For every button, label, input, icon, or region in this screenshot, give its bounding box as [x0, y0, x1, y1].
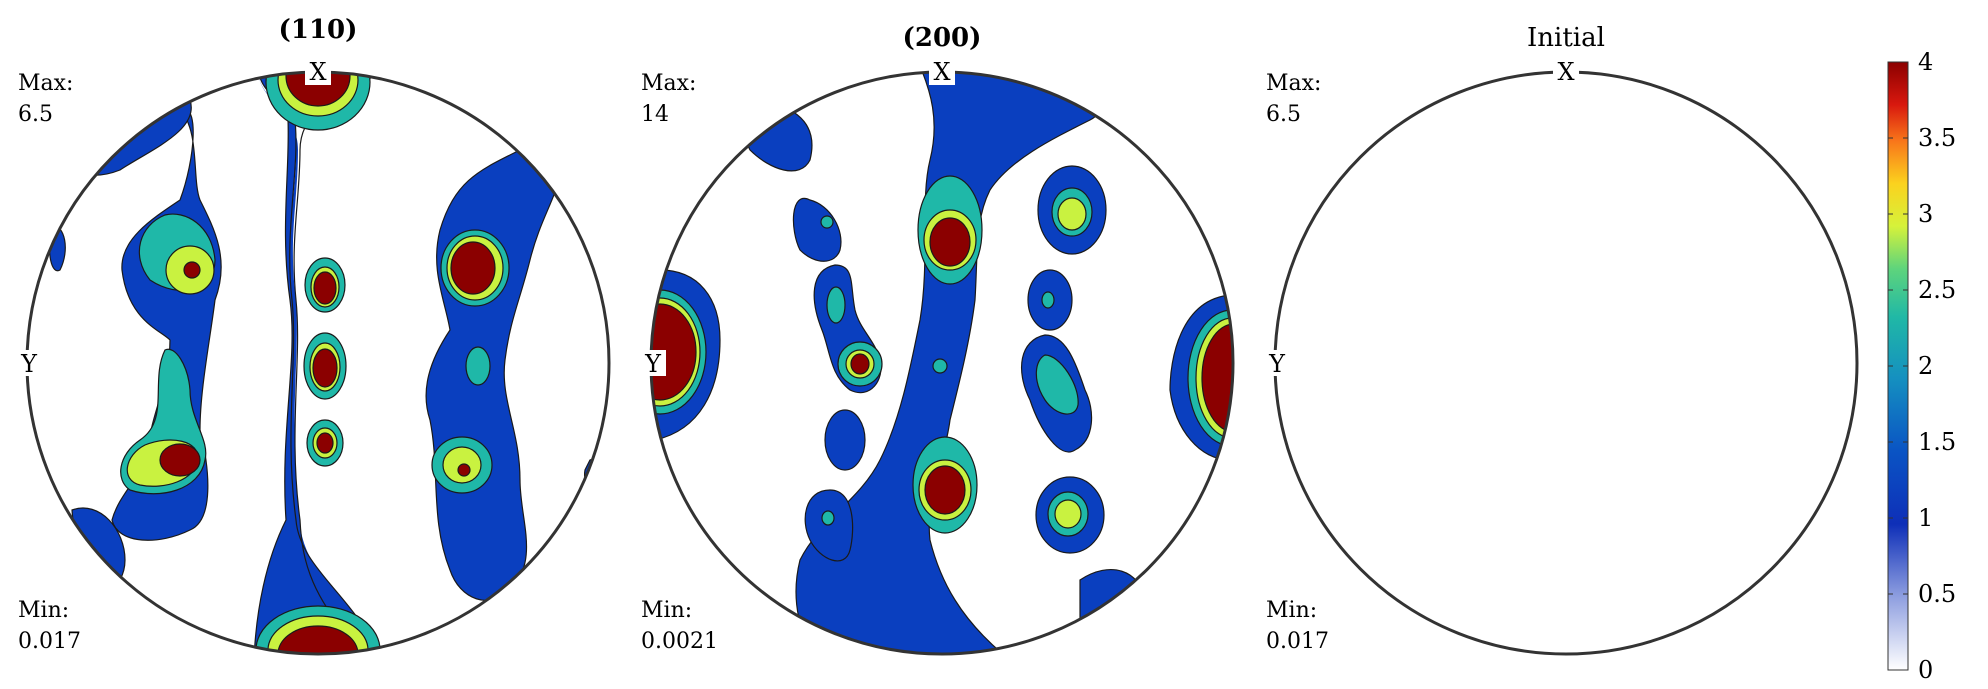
y-axis-label: Y [644, 350, 662, 378]
max-label: Max: [1266, 71, 1321, 96]
max-value: 6.5 [18, 102, 53, 127]
colorbar-tick-label: 2 [1918, 352, 1933, 380]
min-value: 0.017 [1266, 629, 1329, 654]
y-axis-label: Y [1268, 350, 1286, 378]
intensity-contours [651, 72, 1233, 654]
pole-figure-title: (200) [903, 23, 982, 53]
pole-figure-200: (200) Max: 14 Min: 0.0021 [640, 23, 1235, 656]
max-value: 6.5 [1266, 102, 1301, 127]
colorbar-tick-label: 3.5 [1918, 124, 1956, 152]
max-value: 14 [641, 102, 669, 127]
min-label: Min: [641, 598, 692, 623]
colorbar-tick-label: 0 [1918, 656, 1933, 684]
x-axis-label: X [1557, 58, 1574, 86]
pole-figure-initial: Initial Max: 6.5 Min: 0.017 [1264, 23, 1859, 656]
pole-figure-110: (110) Max: 6.5 Min: 0.017 [17, 15, 611, 656]
colorbar-tick-label: 2.5 [1918, 276, 1956, 304]
max-label: Max: [18, 71, 73, 96]
x-axis-label: X [309, 58, 326, 86]
pole-figure-title: Initial [1527, 23, 1605, 53]
min-label: Min: [18, 598, 69, 623]
colorbar: 0 0.5 1 1.5 2 2.5 3 3.5 4 [1887, 48, 1956, 684]
pole-figure-title: (110) [279, 15, 358, 45]
colorbar-tick-label: 4 [1918, 48, 1933, 76]
y-axis-label: Y [20, 350, 38, 378]
max-label: Max: [641, 71, 696, 96]
colorbar-ticks: 0 0.5 1 1.5 2 2.5 3 3.5 4 [1888, 48, 1956, 684]
colorbar-tick-label: 0.5 [1918, 580, 1956, 608]
colorbar-tick-label: 3 [1918, 200, 1933, 228]
x-axis-label: X [933, 58, 950, 86]
colorbar-tick-label: 1 [1918, 504, 1933, 532]
min-value: 0.017 [18, 629, 81, 654]
colorbar-tick-label: 1.5 [1918, 428, 1956, 456]
pole-figure-outline [1273, 70, 1859, 656]
min-label: Min: [1266, 598, 1317, 623]
min-value: 0.0021 [641, 629, 718, 654]
